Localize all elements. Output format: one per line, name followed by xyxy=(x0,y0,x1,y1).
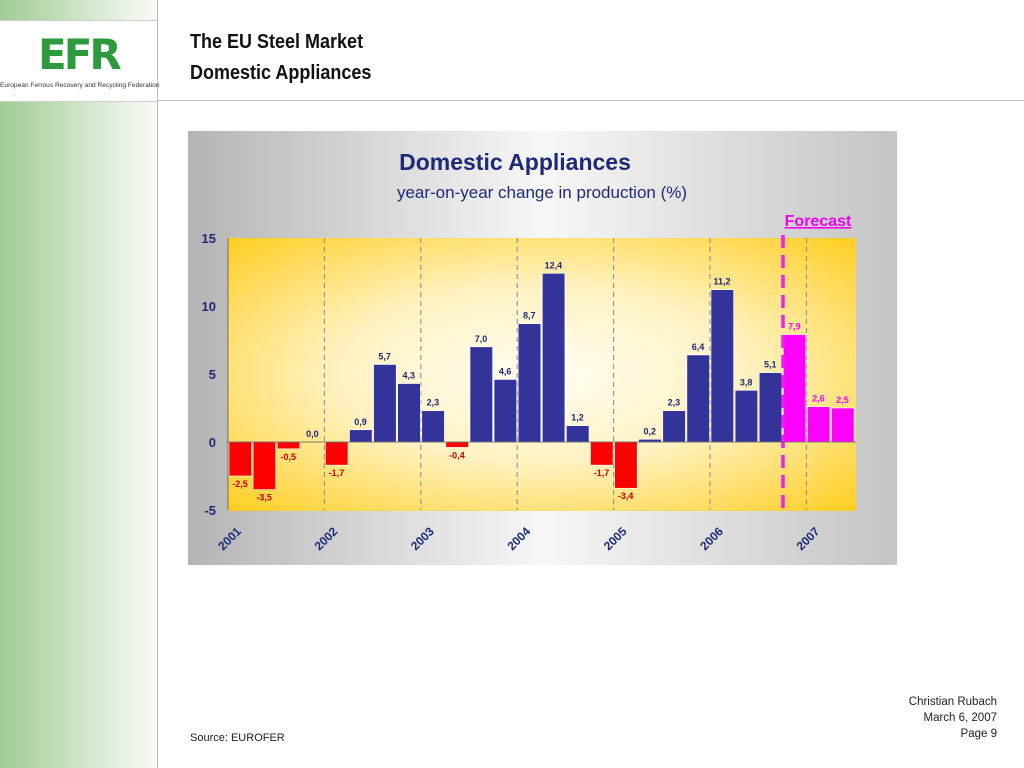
bar-value-label: 7,0 xyxy=(475,334,488,344)
source-note: Source: EUROFER xyxy=(190,732,285,744)
bars xyxy=(228,273,855,490)
bar-value-label: 6,4 xyxy=(692,342,705,352)
y-tick-label: 10 xyxy=(202,299,216,314)
efr-logo-subtitle: European Ferrous Recovery and Recycling … xyxy=(0,82,160,89)
chart-panel: Domestic Appliances year-on-year change … xyxy=(188,131,897,565)
bar-value-label: 11,2 xyxy=(714,277,731,287)
footer-page: Page 9 xyxy=(960,728,997,740)
bar-value-label: -0,5 xyxy=(280,452,296,462)
bar xyxy=(276,441,301,450)
bar-value-label: -3,4 xyxy=(618,491,634,501)
bar-value-label: 5,7 xyxy=(378,351,391,361)
bar-value-label: 0,0 xyxy=(306,429,319,439)
bar xyxy=(252,441,276,490)
bar xyxy=(228,441,252,477)
chart-title: Domestic Appliances xyxy=(399,149,631,175)
y-tick-label: 5 xyxy=(209,367,216,382)
bar xyxy=(686,354,710,443)
data-labels: -2,5 -3,5 -0,5 0,0 -1,7 0,9 5,7 4,3 2,3 -0,4 7,0 4,… xyxy=(232,260,849,502)
bar xyxy=(445,441,469,448)
footer-author: Christian Rubach xyxy=(908,696,997,708)
y-tick-label: -5 xyxy=(204,503,216,518)
slide-title: The EU Steel Market xyxy=(190,31,364,53)
bar xyxy=(517,323,542,443)
bar xyxy=(493,379,518,443)
efr-logo-mark: EFR xyxy=(38,30,122,79)
bar xyxy=(421,410,445,443)
bar-value-label: -3,5 xyxy=(256,493,272,503)
bar xyxy=(734,390,758,443)
bar xyxy=(710,289,734,443)
bar xyxy=(807,406,831,443)
bar xyxy=(373,364,397,443)
efr-logo: EFR European Ferrous Recovery and Recycl… xyxy=(0,20,160,102)
y-tick-label: 15 xyxy=(202,231,216,246)
bar xyxy=(325,441,349,466)
bar xyxy=(566,425,590,443)
bar-value-label: 0,2 xyxy=(643,426,656,436)
bar-value-label: -1,7 xyxy=(594,468,610,478)
bar-value-label: 2,3 xyxy=(668,398,681,408)
header-divider xyxy=(157,100,1024,101)
bar xyxy=(662,410,686,443)
bar xyxy=(831,407,855,443)
bar-value-label: -0,4 xyxy=(449,450,465,460)
bar-value-label: 12,4 xyxy=(545,260,563,270)
bar xyxy=(469,346,493,443)
bar xyxy=(349,429,373,443)
bar xyxy=(397,383,421,443)
bar xyxy=(541,273,566,443)
bar-value-label: 8,7 xyxy=(523,311,536,321)
bar xyxy=(782,334,807,443)
y-tick-label: 0 xyxy=(209,435,216,450)
bar-value-label: 2,5 xyxy=(836,395,849,405)
grid-lines xyxy=(323,238,807,510)
bar xyxy=(758,372,783,443)
slide-subtitle: Domestic Appliances xyxy=(190,62,372,84)
footer-date: March 6, 2007 xyxy=(923,712,997,724)
bar xyxy=(638,438,662,443)
bar-value-label: -2,5 xyxy=(232,479,248,489)
bar-value-label: 1,2 xyxy=(571,413,584,423)
bar-value-label: 5,1 xyxy=(764,360,777,370)
bar-value-label: 7,9 xyxy=(788,322,801,332)
bar-value-label: 4,3 xyxy=(402,371,415,381)
forecast-annotation: Forecast xyxy=(785,213,852,230)
sidebar-panel: EFR European Ferrous Recovery and Recycl… xyxy=(0,0,160,768)
chart-subtitle: year-on-year change in production (%) xyxy=(397,183,687,202)
bar-value-label: 4,6 xyxy=(499,366,512,376)
bar-value-label: 0,9 xyxy=(354,417,367,427)
bar xyxy=(590,441,614,466)
bar-value-label: 3,8 xyxy=(740,377,753,387)
footer-info: Christian Rubach March 6, 2007 Page 9 xyxy=(909,694,997,742)
bar xyxy=(614,441,638,489)
bar-value-label: -1,7 xyxy=(329,468,345,478)
bar-value-label: 2,3 xyxy=(427,398,440,408)
bar-value-label: 2,6 xyxy=(812,394,825,404)
bar-chart: Domestic Appliances year-on-year change … xyxy=(188,131,897,565)
